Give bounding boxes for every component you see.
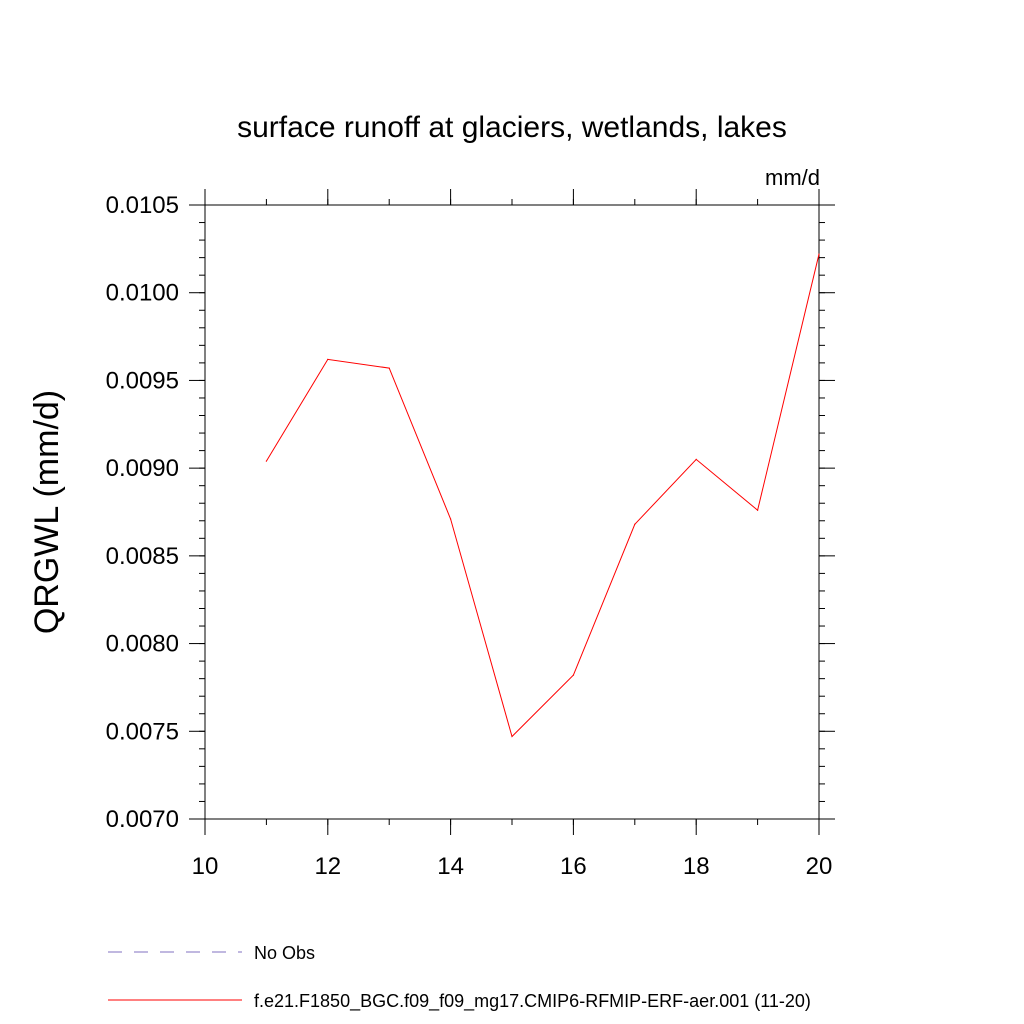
legend-label: f.e21.F1850_BGC.f09_f09_mg17.CMIP6-RFMIP… bbox=[254, 991, 811, 1012]
data-point bbox=[388, 367, 390, 369]
plot-frame bbox=[204, 204, 820, 820]
legend-label: No Obs bbox=[254, 943, 315, 963]
data-point bbox=[265, 460, 267, 462]
data-point bbox=[757, 509, 759, 511]
y-tick-label: 0.0090 bbox=[106, 455, 179, 482]
y-tick-label: 0.0070 bbox=[106, 806, 179, 833]
tick-labels: 0.0070 0.0075 0.0080 0.0085 0.0090 0.0095 0.01… bbox=[106, 192, 833, 880]
series-line bbox=[265, 253, 820, 738]
data-point bbox=[511, 735, 513, 738]
data-point bbox=[634, 523, 636, 525]
y-tick-label: 0.0095 bbox=[106, 367, 179, 394]
chart-title: surface runoff at glaciers, wetlands, la… bbox=[237, 111, 787, 144]
minor-ticks bbox=[199, 199, 825, 825]
x-tick-label: 16 bbox=[560, 853, 587, 880]
y-axis-label: QRGWL (mm/d) bbox=[28, 390, 66, 634]
x-tick-label: 14 bbox=[437, 853, 464, 880]
data-point bbox=[818, 253, 820, 255]
y-tick-label: 0.0080 bbox=[106, 631, 179, 658]
data-point bbox=[695, 458, 697, 460]
data-point bbox=[572, 674, 575, 676]
data-point bbox=[450, 518, 452, 520]
y-tick-label: 0.0105 bbox=[106, 192, 179, 219]
x-tick-label: 10 bbox=[192, 853, 219, 880]
x-tick-label: 12 bbox=[314, 853, 341, 880]
y-tick-label: 0.0075 bbox=[106, 718, 179, 745]
x-tick-label: 20 bbox=[806, 853, 833, 880]
x-tick-label: 18 bbox=[683, 853, 710, 880]
y-tick-label: 0.0085 bbox=[106, 543, 179, 570]
major-ticks bbox=[189, 189, 835, 835]
units-label: mm/d bbox=[765, 165, 820, 190]
y-tick-label: 0.0100 bbox=[106, 280, 179, 307]
series-layer bbox=[265, 253, 820, 738]
legend: No Obs f.e21.F1850_BGC.f09_f09_mg17.CMIP6… bbox=[108, 943, 811, 1012]
data-point bbox=[327, 358, 329, 360]
